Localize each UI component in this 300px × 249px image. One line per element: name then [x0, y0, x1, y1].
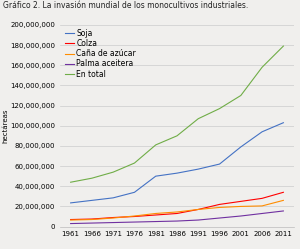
- Caña de azúcar: [175, 210, 179, 213]
- Soja: [154, 175, 158, 178]
- Colza: [90, 218, 94, 221]
- Palma aceitera: [69, 222, 72, 225]
- En total: [175, 134, 179, 137]
- Palma aceitera: [133, 221, 136, 224]
- En total: [239, 94, 243, 97]
- En total: [133, 162, 136, 165]
- En total: [154, 143, 158, 146]
- En total: [282, 45, 285, 48]
- Colza: [69, 218, 72, 221]
- Caña de azúcar: [111, 217, 115, 220]
- Caña de azúcar: [282, 199, 285, 202]
- En total: [90, 177, 94, 180]
- Colza: [196, 208, 200, 211]
- Colza: [282, 191, 285, 194]
- Palma aceitera: [90, 222, 94, 225]
- Colza: [260, 197, 264, 200]
- Colza: [133, 215, 136, 218]
- Soja: [218, 163, 221, 166]
- Caña de azúcar: [196, 208, 200, 211]
- Palma aceitera: [175, 220, 179, 223]
- Palma aceitera: [154, 220, 158, 223]
- Line: Caña de azúcar: Caña de azúcar: [70, 200, 284, 220]
- Legend: Soja, Colza, Caña de azúcar, Palma aceitera, En total: Soja, Colza, Caña de azúcar, Palma aceit…: [65, 29, 136, 78]
- Line: Colza: Colza: [70, 192, 284, 220]
- En total: [218, 107, 221, 110]
- En total: [260, 66, 264, 69]
- Y-axis label: hectáreas: hectáreas: [3, 109, 9, 143]
- Palma aceitera: [196, 219, 200, 222]
- Line: En total: En total: [70, 46, 284, 182]
- Caña de azúcar: [90, 218, 94, 221]
- En total: [196, 117, 200, 120]
- Line: Palma aceitera: Palma aceitera: [70, 211, 284, 224]
- Soja: [196, 168, 200, 171]
- Caña de azúcar: [260, 204, 264, 207]
- Soja: [175, 172, 179, 175]
- Palma aceitera: [111, 221, 115, 224]
- Palma aceitera: [239, 214, 243, 217]
- En total: [111, 171, 115, 174]
- Palma aceitera: [260, 212, 264, 215]
- Soja: [111, 196, 115, 199]
- Colza: [154, 213, 158, 216]
- Colza: [218, 203, 221, 206]
- Line: Soja: Soja: [70, 123, 284, 203]
- Soja: [69, 201, 72, 204]
- Caña de azúcar: [239, 205, 243, 208]
- Colza: [175, 212, 179, 215]
- Caña de azúcar: [69, 219, 72, 222]
- En total: [69, 181, 72, 184]
- Palma aceitera: [218, 217, 221, 220]
- Palma aceitera: [282, 209, 285, 212]
- Soja: [90, 199, 94, 202]
- Soja: [239, 145, 243, 148]
- Soja: [133, 191, 136, 194]
- Soja: [260, 130, 264, 133]
- Colza: [111, 216, 115, 219]
- Caña de azúcar: [218, 206, 221, 209]
- Caña de azúcar: [133, 214, 136, 217]
- Caña de azúcar: [154, 212, 158, 215]
- Soja: [282, 121, 285, 124]
- Colza: [239, 200, 243, 203]
- Text: Gráfico 2. La invasión mundial de los monocultivos industriales.: Gráfico 2. La invasión mundial de los mo…: [3, 1, 248, 10]
